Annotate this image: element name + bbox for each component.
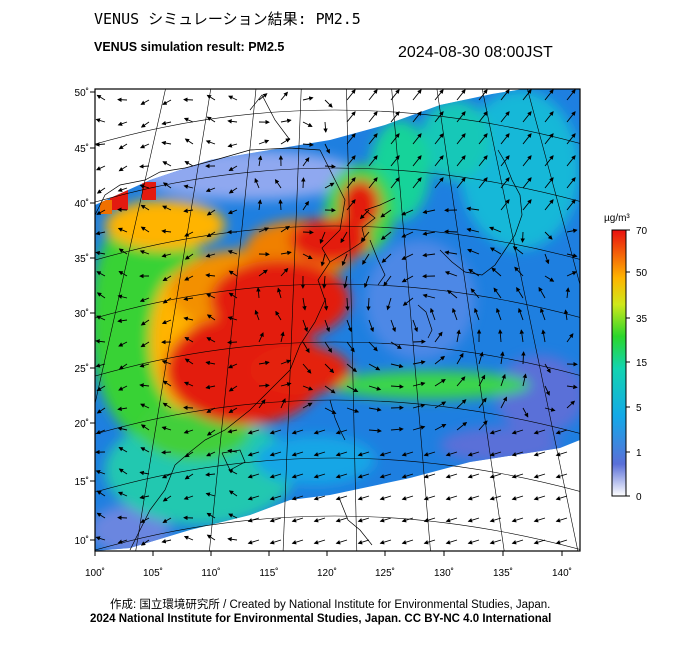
credit-text: 作成: 国立環境研究所 / Created by National Instit… bbox=[110, 599, 551, 611]
colorbar-label: 50 bbox=[636, 268, 648, 279]
wind-vectors bbox=[95, 89, 578, 546]
longitude-label: 105˚ bbox=[143, 567, 163, 579]
colorbar-unit: µg/m³ bbox=[604, 213, 630, 224]
coastlines bbox=[95, 94, 523, 551]
latitude-label: 35˚ bbox=[75, 253, 89, 265]
map-title-english: VENUS simulation result: PM2.5 bbox=[94, 40, 285, 54]
longitude-label: 135˚ bbox=[493, 567, 513, 579]
longitude-labels: 100˚ 105˚ 110˚ 115˚ 120˚ 125˚ 130˚ 135˚ 140˚ bbox=[85, 567, 572, 579]
longitude-label: 125˚ bbox=[375, 567, 395, 579]
longitude-label: 120˚ bbox=[317, 567, 337, 579]
latitude-label: 10˚ bbox=[75, 535, 89, 547]
colorbar-label: 15 bbox=[636, 358, 648, 369]
latitude-labels: 50˚ 45˚ 40˚ 35˚ 30˚ 25˚ 20˚ 15˚ 10˚ bbox=[75, 87, 89, 547]
axis-ticks bbox=[90, 91, 563, 556]
colorbar-label: 70 bbox=[636, 226, 648, 237]
longitude-label: 110˚ bbox=[201, 567, 220, 579]
latitude-label: 25˚ bbox=[75, 363, 89, 375]
colorbar: µg/m³ 70 50 35 15 5 1 0 bbox=[604, 213, 648, 503]
latitude-label: 45˚ bbox=[75, 143, 89, 155]
graticule-lines bbox=[95, 89, 580, 551]
colorbar-label: 35 bbox=[636, 314, 648, 325]
latitude-label: 50˚ bbox=[75, 87, 89, 99]
forecast-timestamp: 2024-08-30 08:00JST bbox=[398, 44, 553, 61]
copyright-text: 2024 National Institute for Environmenta… bbox=[90, 613, 552, 625]
map-title-japanese: VENUS シミュレーション結果: PM2.5 bbox=[94, 10, 361, 28]
colorbar-label: 5 bbox=[636, 403, 642, 414]
longitude-label: 115˚ bbox=[259, 567, 278, 579]
pm25-field bbox=[95, 89, 580, 551]
latitude-label: 40˚ bbox=[75, 198, 89, 210]
latitude-label: 30˚ bbox=[75, 308, 89, 320]
longitude-label: 130˚ bbox=[434, 567, 454, 579]
map-frame bbox=[94, 88, 581, 552]
longitude-label: 100˚ bbox=[85, 567, 105, 579]
colorbar-gradient bbox=[611, 229, 627, 497]
colorbar-label: 0 bbox=[636, 492, 642, 503]
longitude-label: 140˚ bbox=[552, 567, 572, 579]
latitude-label: 15˚ bbox=[75, 476, 89, 488]
latitude-label: 20˚ bbox=[75, 418, 89, 430]
colorbar-label: 1 bbox=[636, 448, 642, 459]
